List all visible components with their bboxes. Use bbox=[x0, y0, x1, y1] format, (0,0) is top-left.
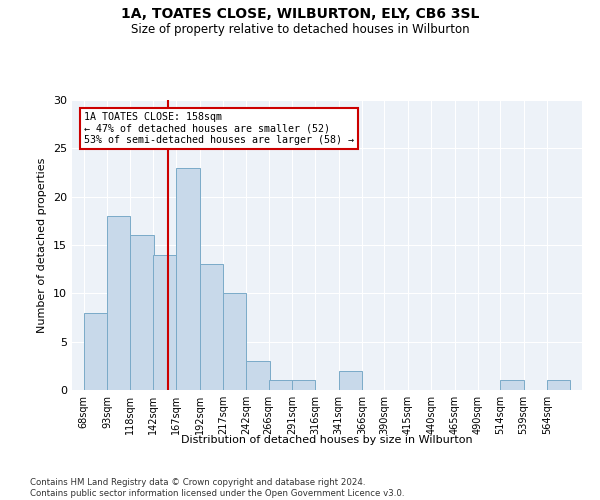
Bar bbox=[292, 380, 316, 390]
Text: 1A TOATES CLOSE: 158sqm
← 47% of detached houses are smaller (52)
53% of semi-de: 1A TOATES CLOSE: 158sqm ← 47% of detache… bbox=[83, 112, 353, 145]
Bar bbox=[107, 216, 130, 390]
Bar bbox=[176, 168, 199, 390]
Text: Distribution of detached houses by size in Wilburton: Distribution of detached houses by size … bbox=[181, 435, 473, 445]
Bar bbox=[199, 264, 223, 390]
Bar bbox=[547, 380, 571, 390]
Bar bbox=[223, 294, 246, 390]
Y-axis label: Number of detached properties: Number of detached properties bbox=[37, 158, 47, 332]
Bar bbox=[83, 312, 107, 390]
Bar bbox=[269, 380, 292, 390]
Text: Contains HM Land Registry data © Crown copyright and database right 2024.
Contai: Contains HM Land Registry data © Crown c… bbox=[30, 478, 404, 498]
Bar bbox=[246, 361, 269, 390]
Bar bbox=[500, 380, 524, 390]
Bar bbox=[130, 236, 154, 390]
Text: 1A, TOATES CLOSE, WILBURTON, ELY, CB6 3SL: 1A, TOATES CLOSE, WILBURTON, ELY, CB6 3S… bbox=[121, 8, 479, 22]
Bar bbox=[338, 370, 362, 390]
Bar bbox=[153, 254, 176, 390]
Text: Size of property relative to detached houses in Wilburton: Size of property relative to detached ho… bbox=[131, 22, 469, 36]
